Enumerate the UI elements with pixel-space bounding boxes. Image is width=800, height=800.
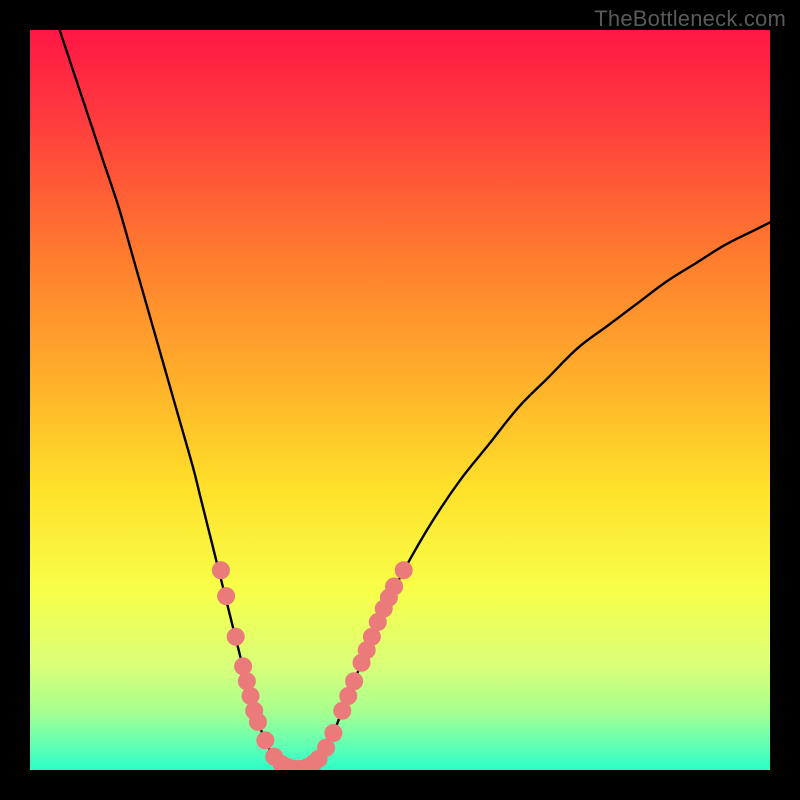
watermark-text: TheBottleneck.com xyxy=(594,6,786,32)
chart-container: TheBottleneck.com xyxy=(0,0,800,800)
marker-point xyxy=(242,688,259,705)
plot-area xyxy=(30,30,770,770)
marker-point xyxy=(257,732,274,749)
marker-point xyxy=(238,673,255,690)
marker-point xyxy=(395,562,412,579)
marker-point xyxy=(235,658,252,675)
marker-point xyxy=(212,562,229,579)
chart-svg xyxy=(30,30,770,770)
gradient-background xyxy=(30,30,770,770)
marker-point xyxy=(218,588,235,605)
marker-point xyxy=(346,673,363,690)
marker-point xyxy=(325,725,342,742)
marker-point xyxy=(227,628,244,645)
marker-point xyxy=(249,713,266,730)
marker-point xyxy=(386,578,403,595)
